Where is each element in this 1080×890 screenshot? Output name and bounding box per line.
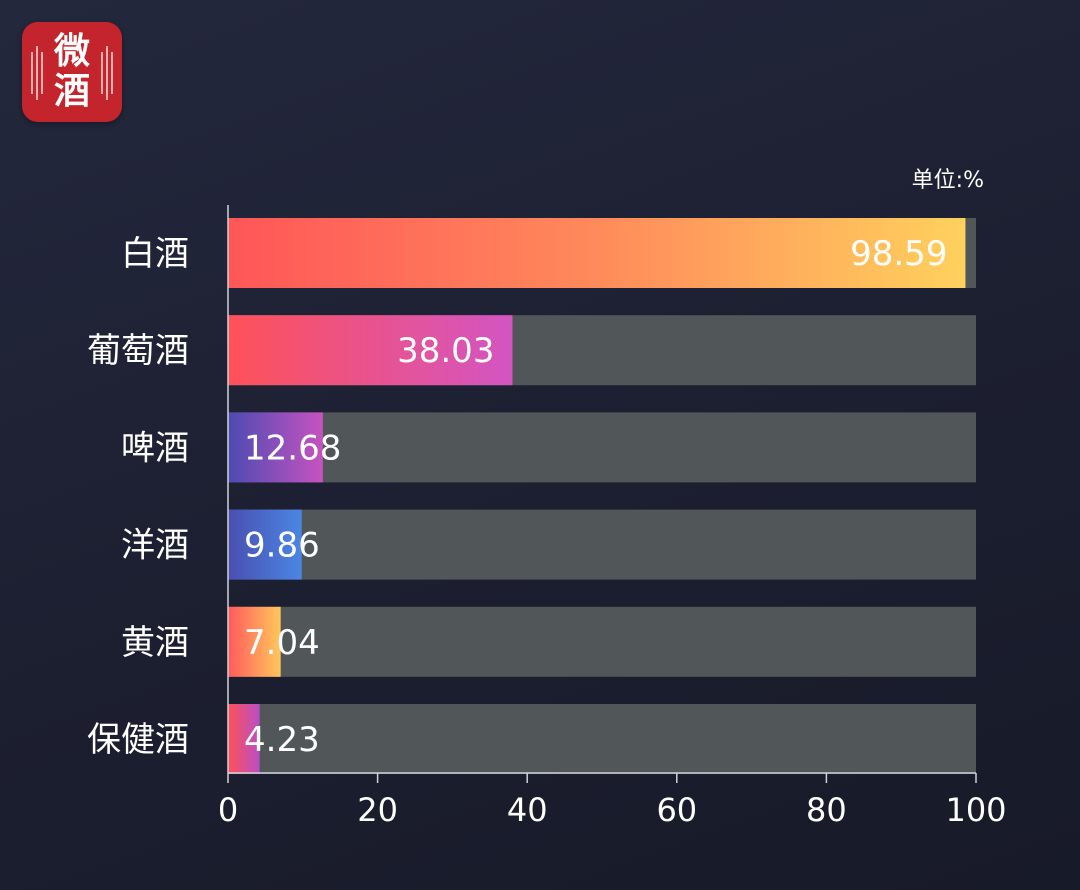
x-tick-label: 80 xyxy=(806,791,847,829)
logo-text: 微 酒 xyxy=(53,31,90,112)
category-label: 保健酒 xyxy=(87,720,189,760)
category-label: 黄酒 xyxy=(121,623,189,663)
bar xyxy=(228,412,323,483)
x-tick-label: 0 xyxy=(218,791,238,829)
data-label: 9.86 xyxy=(244,526,320,566)
bar xyxy=(228,315,513,386)
brand-logo: 微 酒 xyxy=(22,22,122,122)
x-tick-label: 60 xyxy=(656,791,697,829)
category-label: 白酒 xyxy=(121,234,189,274)
bar-track xyxy=(228,704,976,774)
bar xyxy=(228,509,302,580)
category-label: 葡萄酒 xyxy=(87,331,189,371)
x-tick-label: 100 xyxy=(945,791,1006,829)
data-label: 7.04 xyxy=(244,623,320,663)
x-tick-label: 20 xyxy=(357,791,398,829)
bar xyxy=(228,704,260,774)
data-label: 98.59 xyxy=(850,234,947,274)
bar-track xyxy=(228,606,976,677)
logo-stripes xyxy=(31,46,113,100)
bar xyxy=(228,218,966,288)
data-label: 12.68 xyxy=(244,428,341,468)
bar-track xyxy=(228,509,976,580)
unit-label: 单位:% xyxy=(911,168,984,193)
data-label: 4.23 xyxy=(244,720,320,760)
category-label: 啤酒 xyxy=(121,428,189,468)
category-label: 洋酒 xyxy=(121,526,189,566)
x-tick-label: 40 xyxy=(507,791,548,829)
bar-track xyxy=(228,412,976,483)
data-label: 38.03 xyxy=(397,331,494,371)
bar xyxy=(228,606,281,677)
